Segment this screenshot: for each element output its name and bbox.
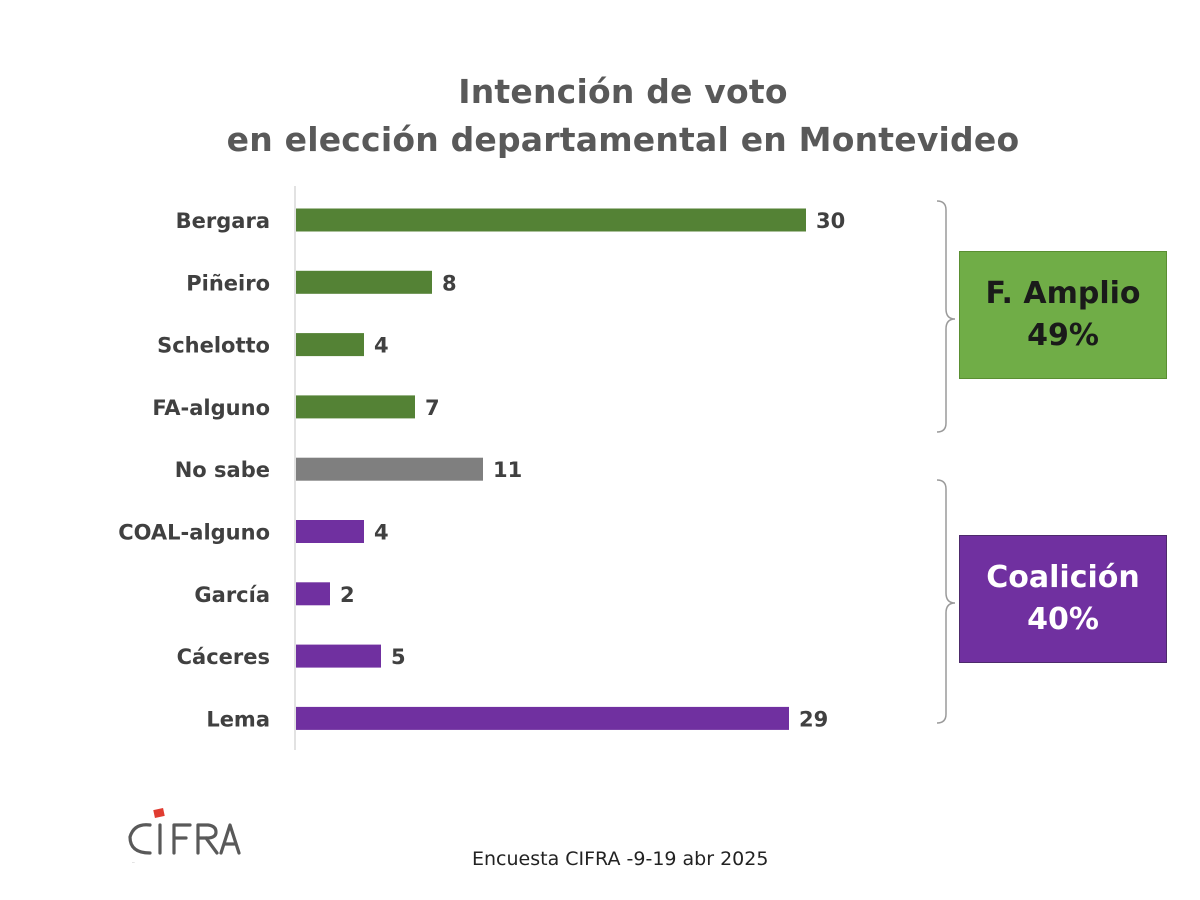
- category-label: Bergara: [176, 209, 270, 233]
- frente-amplio-total-box: F. Amplio 49%: [959, 251, 1167, 379]
- category-label: García: [194, 583, 270, 607]
- category-label: Cáceres: [177, 645, 270, 669]
- fa-group-bracket: [936, 200, 956, 433]
- category-label: Schelotto: [157, 334, 270, 358]
- data-label: 4: [374, 334, 389, 358]
- bar-schelotto: [296, 333, 364, 357]
- source-footnote: Encuesta CIFRA -9-19 abr 2025: [472, 848, 769, 870]
- data-label: 5: [391, 645, 406, 669]
- category-label: Lema: [206, 707, 270, 731]
- cifra-logo: CIFRA: [128, 808, 241, 864]
- bar-garcía: [296, 582, 330, 606]
- frente-amplio-percent: 49%: [1027, 318, 1099, 353]
- cifra-logo-text: CIFRA: [132, 861, 135, 864]
- chart-title-line1: Intención de voto: [458, 72, 788, 111]
- frente-amplio-label: F. Amplio: [985, 276, 1141, 311]
- coalicion-label: Coalición: [986, 560, 1140, 595]
- data-label: 7: [425, 396, 440, 420]
- bar-cáceres: [296, 644, 381, 668]
- category-label: FA-alguno: [152, 396, 270, 420]
- bar-coal-alguno: [296, 520, 364, 543]
- category-label: Piñeiro: [186, 271, 270, 295]
- data-label: 4: [374, 521, 389, 545]
- coalicion-total-box: Coalición 40%: [959, 535, 1167, 663]
- bar-piñeiro: [296, 270, 432, 294]
- bar-fa-alguno: [296, 395, 415, 419]
- coalicion-percent: 40%: [1027, 602, 1099, 637]
- coal-group-bracket: [936, 479, 956, 724]
- data-label: 11: [493, 458, 522, 482]
- data-label: 30: [816, 209, 845, 233]
- bars-group: Bergara 30 Piñeiro 8 Schelotto 4 FA-alguno 7 No …: [118, 208, 845, 731]
- data-label: 8: [442, 271, 457, 295]
- bar-no-sabe: [296, 457, 483, 481]
- data-label: 29: [799, 707, 828, 731]
- category-label: No sabe: [175, 458, 270, 482]
- data-label: 2: [340, 583, 355, 607]
- bar-lema: [296, 706, 789, 730]
- chart-title-line2: en elección departamental en Montevideo: [226, 120, 1020, 159]
- category-label: COAL-alguno: [118, 521, 270, 545]
- bar-bergara: [296, 208, 806, 232]
